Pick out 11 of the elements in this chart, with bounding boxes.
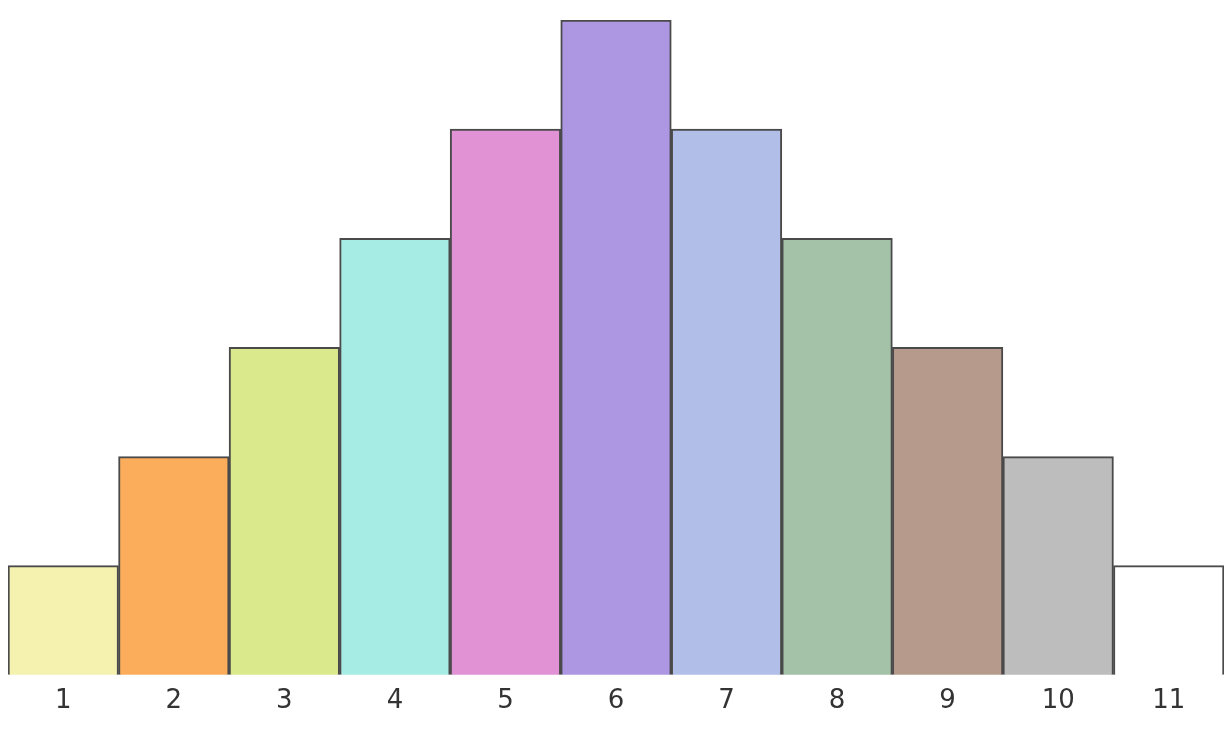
x-tick-label: 7 bbox=[718, 684, 735, 715]
x-tick-label: 5 bbox=[497, 684, 514, 715]
x-tick-label: 1 bbox=[55, 684, 72, 715]
x-tick-label: 4 bbox=[386, 684, 404, 715]
x-tick-label: 11 bbox=[1152, 684, 1186, 715]
x-tick-label: 10 bbox=[1041, 684, 1075, 715]
x-tick-label: 3 bbox=[276, 684, 293, 715]
x-tick-label: 6 bbox=[607, 684, 625, 715]
x-tick-label: 9 bbox=[939, 684, 956, 715]
x-tick-label: 8 bbox=[828, 684, 846, 715]
x-tick-label: 2 bbox=[165, 684, 183, 715]
